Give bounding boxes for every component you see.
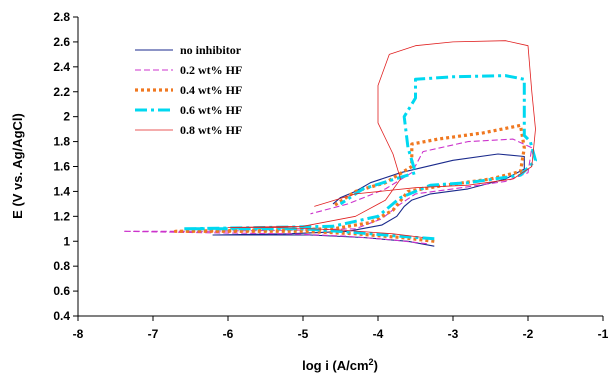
- legend-label-2: 0.2 wt% HF: [180, 63, 242, 77]
- y-tick-label: 0.4: [53, 309, 70, 323]
- y-tick-label: 2.6: [53, 35, 70, 49]
- y-tick-label: 2.4: [53, 60, 70, 74]
- y-tick-label: 2: [63, 110, 70, 124]
- x-axis-label-text: log i (A/cm: [302, 358, 368, 373]
- y-tick-label: 2.2: [53, 85, 70, 99]
- legend: no inhibitor 0.2 wt% HF 0.4 wt% HF 0.6 wt% …: [135, 43, 242, 137]
- y-tick-label: 1.4: [53, 184, 70, 198]
- legend-label-5: 0.8 wt% HF: [180, 123, 242, 137]
- series-layer: [122, 40, 537, 247]
- x-tick-label: -8: [73, 327, 84, 341]
- axes: 0.4 0.6 0.8 1 1.2 1.4 1.6 1.8 2 2.2 2.4 2.6 2.8 -8 -7 -…: [53, 10, 608, 341]
- x-axis-label: log i (A/cm2): [302, 357, 378, 373]
- y-tick-label: 1.8: [53, 135, 70, 149]
- x-axis-label-close: ): [374, 358, 378, 373]
- series-line-1: [212, 153, 525, 247]
- legend-label-3: 0.4 wt% HF: [180, 83, 242, 97]
- y-tick-label: 1.6: [53, 160, 70, 174]
- x-tick-label: -7: [148, 327, 159, 341]
- x-tick-label: -3: [448, 327, 459, 341]
- series-line-5: [227, 40, 536, 238]
- x-tick-label: -2: [523, 327, 534, 341]
- legend-label-4: 0.6 wt% HF: [180, 103, 242, 117]
- series-line-4: [181, 74, 537, 241]
- x-tick-label: -6: [223, 327, 234, 341]
- y-tick-label: 2.8: [53, 10, 70, 24]
- y-axis-label: E (V vs. Ag/AgCl): [10, 113, 25, 219]
- y-tick-label: 0.8: [53, 259, 70, 273]
- y-tick-label: 1: [63, 234, 70, 248]
- x-tick-label: -4: [373, 327, 384, 341]
- x-tick-label: -5: [298, 327, 309, 341]
- y-tick-label: 0.6: [53, 284, 70, 298]
- series-line-2: [122, 138, 533, 245]
- x-axis-label-superscript: 2: [369, 357, 374, 367]
- y-tick-label: 1.2: [53, 209, 70, 223]
- legend-label-1: no inhibitor: [180, 43, 242, 57]
- x-tick-label: -1: [598, 327, 609, 341]
